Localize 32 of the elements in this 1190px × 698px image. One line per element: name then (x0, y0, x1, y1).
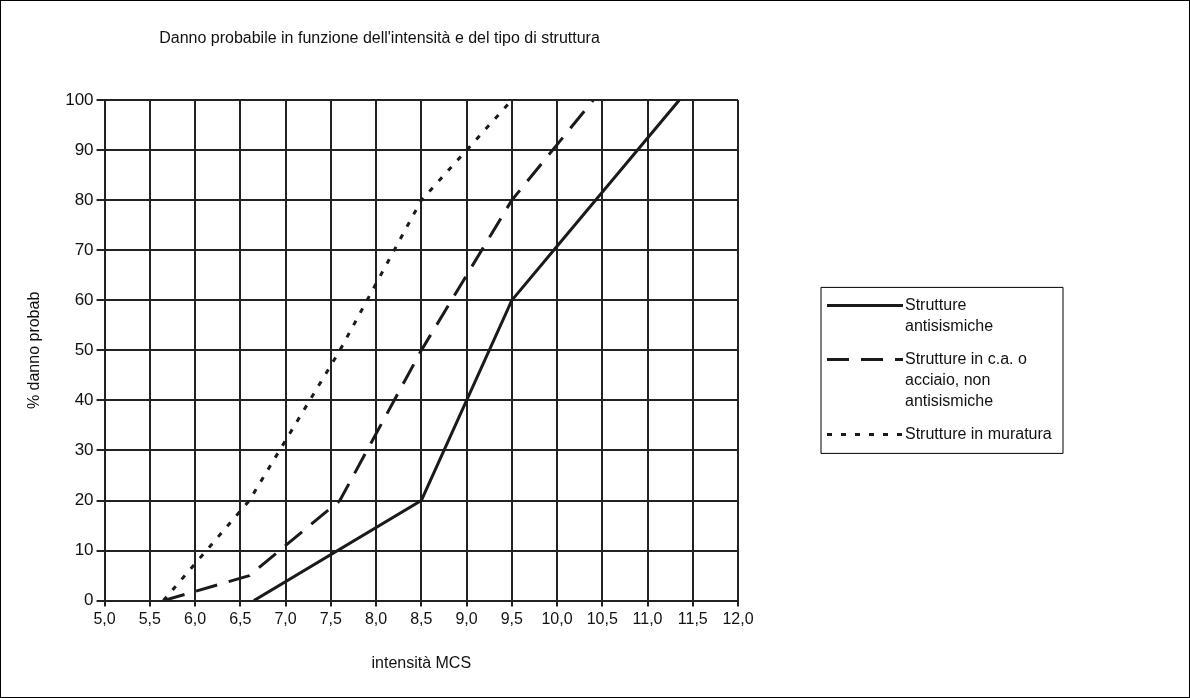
legend-label: Strutture antisismiche (905, 295, 994, 334)
legend-label: Strutture in c.a. o acciaio, non antisismiche (905, 349, 1027, 409)
x-tick-label: 11,0 (632, 609, 663, 627)
x-tick-label: 5,0 (93, 609, 116, 627)
x-tick-label: 9,0 (455, 609, 478, 627)
x-tick-label: 10,5 (586, 609, 618, 627)
y-tick-label: 80 (74, 189, 94, 209)
x-tick-label: 8,0 (364, 609, 388, 627)
x-tick-label: 7,0 (274, 609, 297, 627)
x-tick-label: 10,0 (541, 609, 573, 627)
y-tick-label: 100 (65, 89, 94, 109)
y-tick-label: 50 (74, 340, 94, 360)
x-tick-label: 9,5 (500, 609, 523, 627)
y-tick-label: 10 (74, 540, 94, 560)
x-tick-label: 8,5 (410, 609, 433, 627)
chart-title: Danno probabile in funzione dell'intensità e del tipo di struttura (159, 29, 600, 47)
y-tick-label: 60 (74, 290, 94, 310)
y-tick-label: 0 (84, 590, 94, 610)
y-tick-label: 30 (74, 440, 94, 460)
x-tick-label: 11,5 (677, 609, 708, 627)
x-tick-label: 7,5 (319, 609, 343, 627)
y-axis-title: % danno probab (25, 291, 43, 410)
x-tick-label: 12,0 (722, 609, 754, 627)
x-tick-label: 5,5 (138, 609, 162, 627)
y-tick-label: 90 (74, 139, 94, 159)
legend-label: Strutture in muratura (905, 424, 1052, 442)
x-tick-label: 6,5 (229, 609, 252, 627)
y-tick-label: 70 (74, 240, 94, 260)
y-tick-label: 20 (74, 490, 94, 510)
x-axis-title: intensità MCS (371, 653, 472, 671)
x-tick-label: 6,0 (183, 609, 207, 627)
y-tick-label: 40 (74, 390, 94, 410)
